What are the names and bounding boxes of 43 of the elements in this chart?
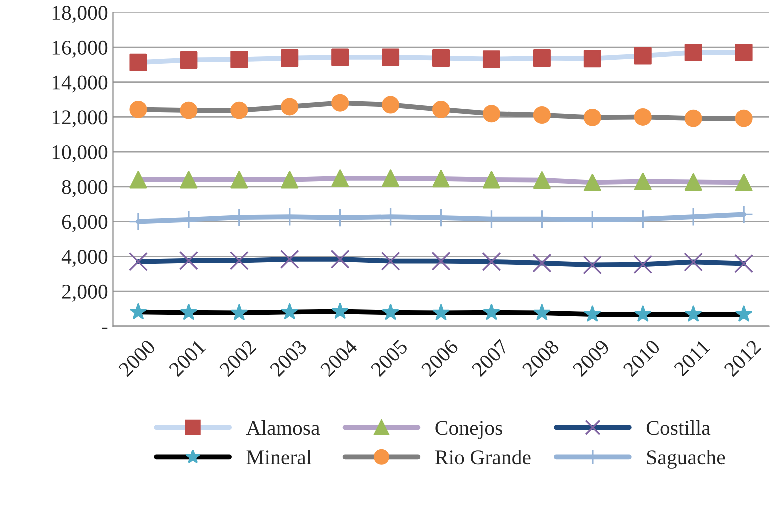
point (179, 251, 198, 270)
point (634, 172, 652, 190)
legend-label: Conejos (436, 421, 502, 440)
y-tick-label: 8,000 (62, 180, 108, 198)
legend-label: Rio Grande (435, 450, 531, 465)
legend-label: Mineral (246, 450, 312, 465)
point (684, 173, 702, 191)
y-tick-label: - (102, 328, 108, 330)
point (532, 254, 552, 273)
y-tick-label: 6,000 (62, 215, 108, 232)
point (332, 170, 350, 188)
y-tick-label: 14,000 (52, 76, 108, 93)
y-tick-label: 10,000 (52, 145, 108, 163)
point (584, 174, 602, 192)
point (230, 171, 248, 189)
y-tick-label: 16,000 (52, 40, 108, 58)
y-tick-label: 12,000 (52, 110, 108, 128)
point (230, 251, 249, 270)
y-tick-label: 4,000 (62, 250, 108, 268)
point (734, 254, 754, 274)
point (180, 171, 198, 189)
point (381, 252, 400, 271)
legend-label: Costilla (646, 420, 711, 436)
point (128, 252, 148, 272)
legend-label: Saguache (647, 450, 726, 469)
point (684, 252, 704, 272)
x-tick-label: 2011 (674, 339, 711, 377)
point (634, 255, 653, 274)
y-tick-label: 18,000 (52, 6, 108, 24)
point (583, 256, 602, 275)
point (382, 170, 400, 188)
point (130, 171, 148, 189)
point (735, 174, 753, 192)
point (280, 250, 300, 269)
y-tick-label: 2,000 (62, 284, 108, 302)
point (330, 250, 350, 269)
point (432, 252, 451, 271)
point (482, 171, 500, 189)
point (432, 170, 450, 188)
point (281, 171, 299, 189)
legend-label: Alamosa (246, 420, 320, 436)
point (482, 252, 502, 272)
point (533, 172, 551, 190)
